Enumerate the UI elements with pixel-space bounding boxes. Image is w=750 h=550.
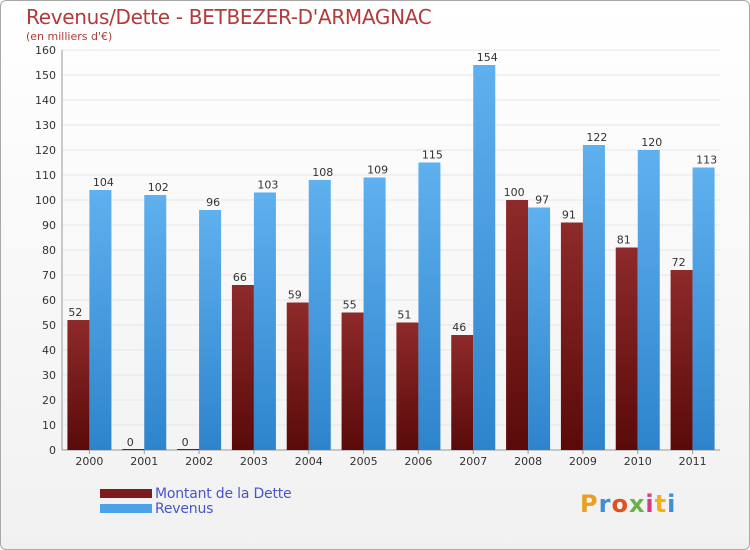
data-label-dette: 72 [672,256,686,269]
bar-dette [670,270,693,450]
legend-swatch-dette [100,489,152,498]
legend: Montant de la Dette Revenus [100,485,292,517]
bar-revenus [363,177,386,450]
data-label-revenus: 122 [586,131,607,144]
data-label-dette: 91 [562,209,576,222]
x-tick-label: 2008 [514,455,542,468]
x-tick-label: 2007 [459,455,487,468]
data-label-revenus: 103 [257,179,278,192]
bar-dette [177,449,200,450]
y-tick-label: 160 [35,44,56,57]
y-tick-label: 0 [49,444,56,457]
data-label-dette: 52 [68,306,82,319]
data-label-dette: 55 [343,299,357,312]
legend-label-dette: Montant de la Dette [155,485,292,502]
bar-dette [396,322,419,450]
legend-item-revenus: Revenus [100,500,291,517]
x-tick-label: 2005 [350,455,378,468]
bar-dette [231,285,254,450]
data-label-dette: 59 [288,289,302,302]
y-tick-label: 50 [42,319,56,332]
chart-subtitle: (en milliers d'€) [26,30,113,43]
bar-dette [451,335,474,450]
y-tick-label: 90 [42,219,56,232]
y-tick-label: 10 [42,419,56,432]
x-tick-label: 2009 [569,455,597,468]
y-tick-label: 150 [35,69,56,82]
legend-item-dette: Montant de la Dette [100,485,292,502]
bar-revenus [637,150,660,450]
y-tick-label: 130 [35,119,56,132]
data-label-revenus: 102 [148,181,169,194]
x-tick-label: 2002 [185,455,213,468]
bar-revenus [199,210,222,450]
y-tick-label: 120 [35,144,56,157]
data-label-dette: 81 [617,234,631,247]
bar-dette [560,222,583,450]
data-label-revenus: 96 [206,196,220,209]
data-label-dette: 51 [397,309,411,322]
y-tick-label: 30 [42,369,56,382]
data-label-revenus: 154 [477,51,498,64]
x-tick-label: 2006 [404,455,432,468]
bar-dette [286,302,309,450]
data-label-dette: 0 [182,436,189,449]
x-tick-label: 2011 [679,455,707,468]
bar-revenus [418,162,441,450]
bar-dette [122,449,145,450]
x-tick-label: 2003 [240,455,268,468]
chart-title: Revenus/Dette - BETBEZER-D'ARMAGNAC [26,5,432,29]
bar-revenus [308,180,331,450]
data-label-revenus: 104 [93,176,114,189]
data-label-revenus: 120 [641,136,662,149]
y-tick-label: 140 [35,94,56,107]
data-label-revenus: 108 [312,166,333,179]
y-tick-label: 70 [42,269,56,282]
bar-revenus [89,190,112,450]
legend-label-revenus: Revenus [155,500,214,517]
bar-dette [67,320,90,450]
bar-revenus [473,65,496,450]
bar-dette [506,200,529,450]
proxiti-logo: Proxiti [580,490,677,518]
y-tick-label: 20 [42,394,56,407]
data-label-revenus: 109 [367,164,388,177]
y-tick-label: 60 [42,294,56,307]
data-label-dette: 46 [452,321,466,334]
y-tick-label: 100 [35,194,56,207]
y-tick-label: 110 [35,169,56,182]
bar-revenus [528,207,551,450]
legend-swatch-revenus [100,504,152,513]
bar-revenus [692,167,715,450]
data-label-dette: 0 [127,436,134,449]
data-label-revenus: 113 [696,154,717,167]
y-tick-label: 80 [42,244,56,257]
x-tick-label: 2004 [295,455,323,468]
data-label-revenus: 115 [422,149,443,162]
y-tick-label: 40 [42,344,56,357]
x-tick-label: 2000 [75,455,103,468]
x-tick-label: 2001 [130,455,158,468]
data-label-revenus: 97 [535,194,549,207]
bar-revenus [253,192,276,450]
bar-dette [615,247,638,450]
bar-dette [341,312,364,450]
data-label-dette: 100 [504,186,525,199]
data-label-dette: 66 [233,271,247,284]
bar-revenus [144,195,167,450]
x-tick-label: 2010 [624,455,652,468]
bar-revenus [582,145,605,450]
